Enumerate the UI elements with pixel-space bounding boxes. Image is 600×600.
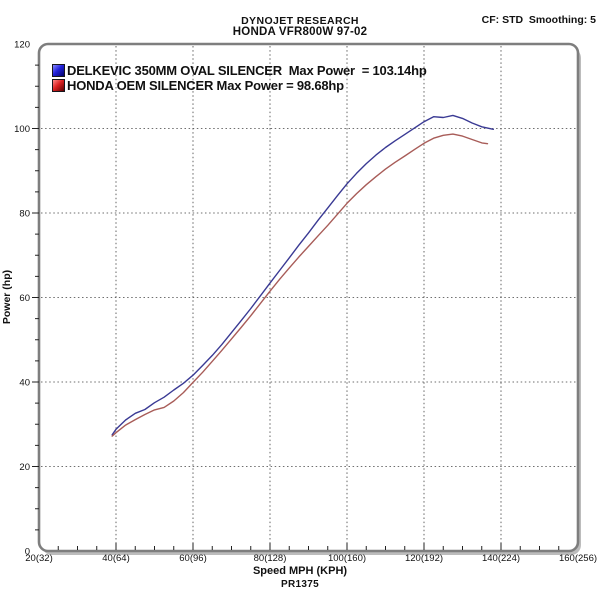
correction-smoothing-readout: CF: STD Smoothing: 5 xyxy=(481,14,596,26)
delkevic-legend-label: DELKEVIC 350MM OVAL SILENCER Max Power =… xyxy=(67,63,427,78)
y-tick-label: 40 xyxy=(19,378,30,389)
y-tick-label: 20 xyxy=(19,462,30,473)
delkevic-curve xyxy=(111,114,494,436)
legend-item-delkevic: DELKEVIC 350MM OVAL SILENCER Max Power =… xyxy=(52,63,427,78)
x-tick-label: 60(96) xyxy=(179,553,206,564)
y-tick-label: 120 xyxy=(14,40,30,51)
delkevic-swatch-icon xyxy=(52,64,65,77)
brand-title: DYNOJET RESEARCH xyxy=(241,15,359,27)
y-tick-label: 0 xyxy=(25,547,30,558)
y-axis-title: Power (hp) xyxy=(1,270,13,324)
x-tick-label: 160(256) xyxy=(559,553,597,564)
x-tick-label: 40(64) xyxy=(102,553,129,564)
legend: DELKEVIC 350MM OVAL SILENCER Max Power =… xyxy=(52,63,427,93)
x-tick-label: 100(160) xyxy=(328,553,366,564)
legend-item-honda-oem: HONDA OEM SILENCER Max Power = 98.68hp xyxy=(52,78,427,93)
x-tick-label: 20(32) xyxy=(25,553,52,564)
page-title: HONDA VFR800W 97-02 xyxy=(232,26,368,38)
run-id: PR1375 xyxy=(281,579,319,590)
x-tick-label: 140(224) xyxy=(482,553,520,564)
x-tick-label: 80(128) xyxy=(254,553,287,564)
x-tick-label: 120(192) xyxy=(405,553,443,564)
honda-oem-legend-label: HONDA OEM SILENCER Max Power = 98.68hp xyxy=(67,78,344,93)
y-tick-label: 80 xyxy=(19,209,30,220)
y-tick-label: 100 xyxy=(14,124,30,135)
x-axis-title: Speed MPH (KPH) xyxy=(252,565,348,577)
honda-oem-curve xyxy=(111,133,489,437)
honda-oem-swatch-icon xyxy=(52,79,65,92)
y-tick-label: 60 xyxy=(19,293,30,304)
